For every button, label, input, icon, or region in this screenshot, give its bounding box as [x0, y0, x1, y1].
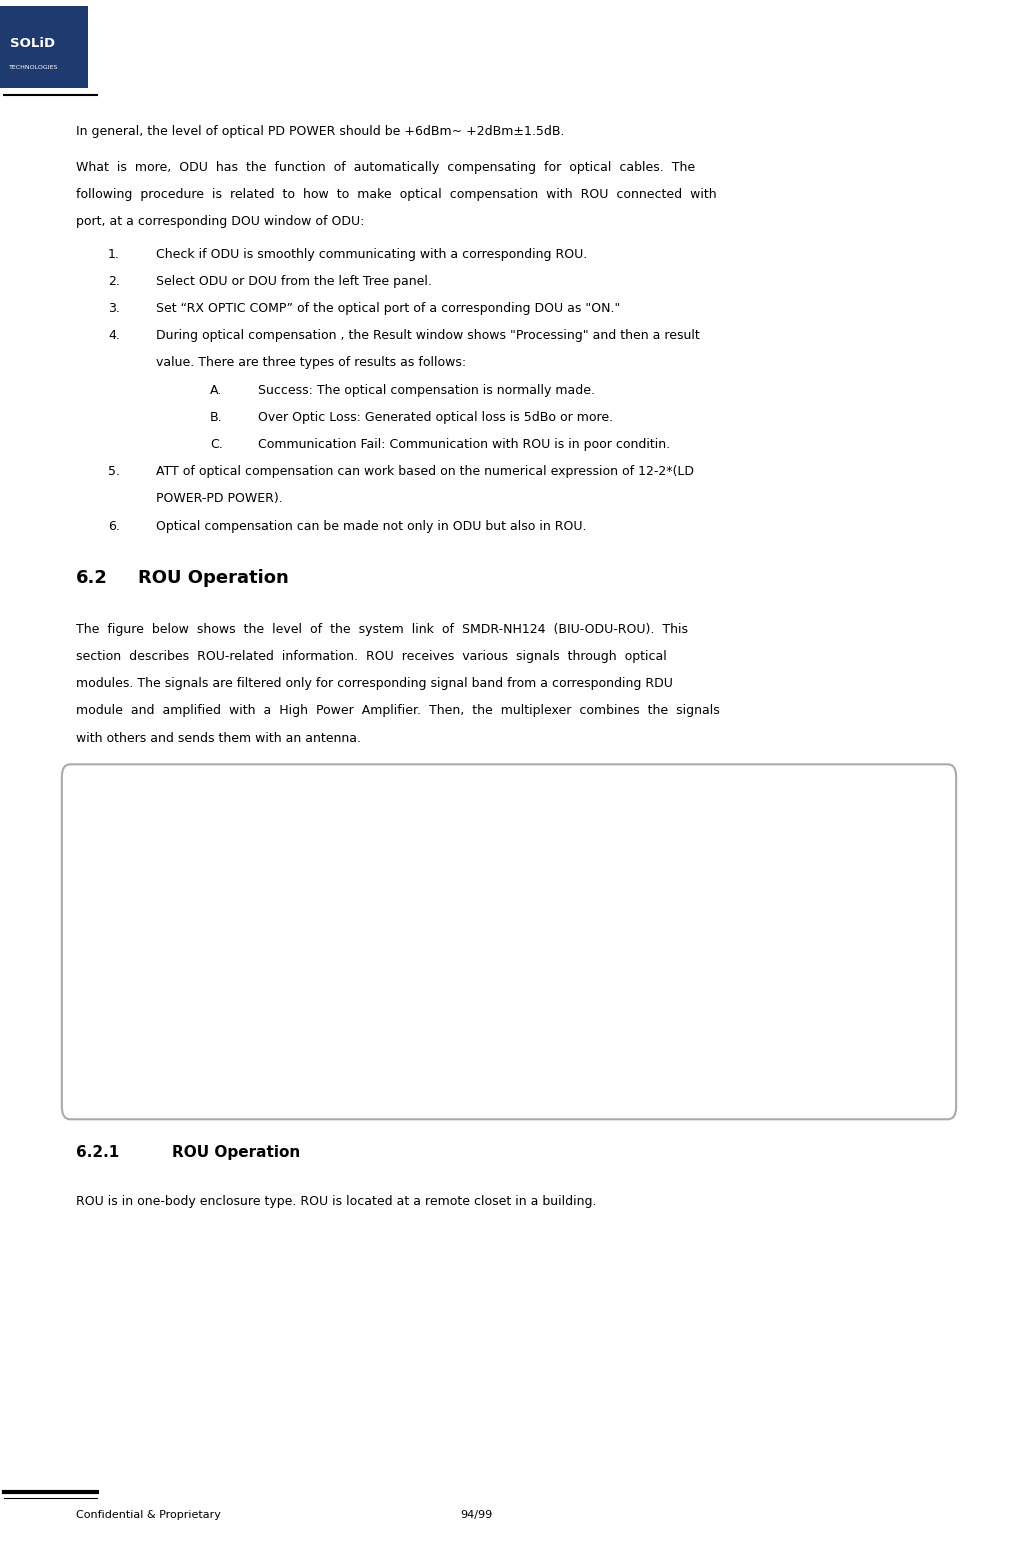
FancyBboxPatch shape	[283, 1003, 381, 1020]
Text: TX: TX	[89, 875, 104, 885]
Text: Set “RX OPTIC COMP” of the optical port of a corresponding DOU as "ON.": Set “RX OPTIC COMP” of the optical port …	[156, 303, 620, 315]
Text: ROU Operation: ROU Operation	[172, 1145, 300, 1159]
Text: port, at a corresponding DOU window of ODU:: port, at a corresponding DOU window of O…	[76, 215, 364, 228]
Text: During optical compensation , the Result window shows "Processing" and then a re: During optical compensation , the Result…	[156, 329, 699, 342]
Text: Composite power: Composite power	[387, 1044, 453, 1053]
Text: Select ODU or DOU from the left Tree panel.: Select ODU or DOU from the left Tree pan…	[156, 275, 432, 287]
Text: B.: B.	[210, 410, 223, 424]
Text: 800PS : +23dBm: 800PS : +23dBm	[586, 831, 652, 841]
Text: module  and  amplified  with  a  High  Power  Amplifier.  Then,  the  multiplexe: module and amplified with a High Power A…	[76, 705, 720, 718]
Text: BIU: BIU	[322, 1034, 342, 1044]
Text: -7~-12dBm/Band: -7~-12dBm/Band	[387, 1028, 453, 1037]
Text: 700PS : +23dBm: 700PS : +23dBm	[586, 814, 652, 824]
Text: Max 5dBo: Max 5dBo	[573, 961, 614, 969]
Text: 6.: 6.	[108, 519, 120, 532]
Text: -20dBm~+10dBm: -20dBm~+10dBm	[117, 827, 186, 836]
Text: Composite power: Composite power	[117, 842, 183, 852]
Text: Check if ODU is smoothly communicating with a corresponding ROU.: Check if ODU is smoothly communicating w…	[156, 248, 587, 261]
Text: 0dBm: 0dBm	[117, 1028, 139, 1037]
FancyBboxPatch shape	[283, 930, 381, 947]
Text: TECHNOLOGIES: TECHNOLOGIES	[9, 66, 58, 70]
Text: A.: A.	[210, 384, 222, 396]
FancyBboxPatch shape	[283, 967, 381, 983]
Text: ATT of optical compensation can work based on the numerical expression of 12-2*(: ATT of optical compensation can work bas…	[156, 465, 694, 479]
Text: POWER-PD POWER).: POWER-PD POWER).	[156, 493, 283, 505]
Text: ROU Operation: ROU Operation	[138, 569, 289, 587]
Text: SOLiD: SOLiD	[10, 37, 55, 50]
Text: 9001+PA : +23dBm: 9001+PA : +23dBm	[586, 849, 663, 858]
FancyBboxPatch shape	[278, 849, 386, 1053]
Text: modules. The signals are filtered only for corresponding signal band from a corr: modules. The signals are filtered only f…	[76, 677, 673, 690]
Text: What  is  more,  ODU  has  the  function  of  automatically  compensating  for  : What is more, ODU has the function of au…	[76, 161, 695, 175]
Text: ROU is in one-body enclosure type. ROU is located at a remote closet in a buildi: ROU is in one-body enclosure type. ROU i…	[76, 1195, 597, 1207]
Text: 2.: 2.	[108, 275, 120, 287]
Text: value. There are three types of results as follows:: value. There are three types of results …	[156, 356, 466, 370]
Text: ODU: ODU	[517, 1006, 543, 1016]
Text: -50dBm/Band: -50dBm/Band	[827, 875, 879, 883]
Text: AWS-1 : +26dBm: AWS-1 : +26dBm	[586, 902, 653, 911]
Text: Over Optic Loss: Generated optical loss is 5dBo or more.: Over Optic Loss: Generated optical loss …	[258, 410, 613, 424]
Text: 4.: 4.	[108, 329, 120, 342]
Text: The  figure  below  shows  the  level  of  the  system  link  of  SMDR-NH124  (B: The figure below shows the level of the …	[76, 622, 688, 636]
FancyBboxPatch shape	[283, 856, 381, 872]
Text: C.: C.	[210, 438, 223, 451]
Text: 5.: 5.	[108, 465, 120, 479]
Text: Roof: Roof	[690, 1006, 708, 1016]
Text: 850C : +23dBm: 850C : +23dBm	[586, 867, 647, 875]
FancyBboxPatch shape	[652, 842, 746, 1031]
Text: λ:1310nm: λ:1310nm	[562, 911, 603, 920]
Text: -7~-8dBm/Band: -7~-8dBm/Band	[387, 827, 448, 836]
Text: 94/99: 94/99	[460, 1510, 493, 1519]
Text: Communication Fail: Communication with ROU is in poor conditin.: Communication Fail: Communication with R…	[258, 438, 670, 451]
Text: with others and sends them with an antenna.: with others and sends them with an anten…	[76, 732, 361, 744]
Text: Composite power/ Band: Composite power/ Band	[586, 797, 682, 805]
FancyBboxPatch shape	[485, 849, 575, 1025]
Text: Success: The optical compensation is normally made.: Success: The optical compensation is nor…	[258, 384, 595, 396]
Circle shape	[571, 922, 602, 956]
Text: section  describes  ROU-related  information.  ROU  receives  various  signals  : section describes ROU-related informatio…	[76, 651, 667, 663]
Text: 1900P : +26dBm: 1900P : +26dBm	[586, 885, 652, 894]
Text: RX: RX	[89, 1002, 105, 1011]
Text: Composite power: Composite power	[117, 1044, 183, 1053]
Text: Optical compensation can be made not only in ODU but also in ROU.: Optical compensation can be made not onl…	[156, 519, 586, 532]
FancyBboxPatch shape	[283, 892, 381, 909]
Text: ROU: ROU	[686, 917, 712, 928]
Text: λ:1550nm: λ:1550nm	[562, 1005, 603, 1012]
Text: 3.: 3.	[108, 303, 120, 315]
Text: Composite power: Composite power	[387, 842, 453, 852]
Text: following  procedure  is  related  to  how  to  make  optical  compensation  wit: following procedure is related to how to…	[76, 189, 717, 201]
Text: Confidential & Proprietary: Confidential & Proprietary	[76, 1510, 221, 1519]
Text: 1.: 1.	[108, 248, 120, 261]
Text: In general, the level of optical PD POWER should be +6dBm~ +2dBm±1.5dB.: In general, the level of optical PD POWE…	[76, 125, 565, 137]
Text: 6.2: 6.2	[76, 569, 108, 587]
Text: 6.2.1: 6.2.1	[76, 1145, 119, 1159]
